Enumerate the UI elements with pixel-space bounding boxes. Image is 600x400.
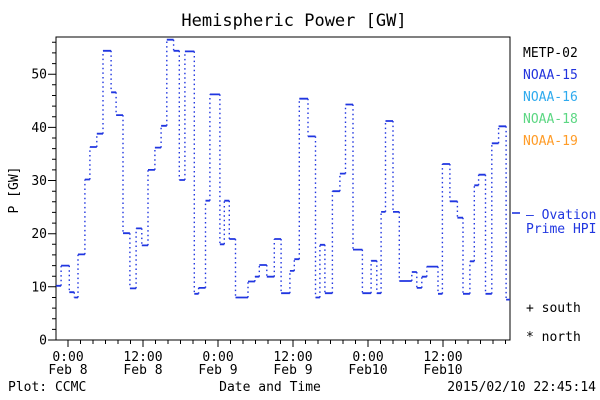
x-tick-date-label: Feb 8 bbox=[123, 363, 162, 378]
x-tick-time-label: 0:00 bbox=[352, 350, 383, 365]
hpi-step-line-vertical bbox=[60, 39, 507, 300]
chart-title: Hemispheric Power [GW] bbox=[181, 11, 406, 31]
y-tick-label: 0 bbox=[39, 334, 47, 349]
x-tick-time-label: 12:00 bbox=[123, 350, 162, 365]
hpi-step-line-horizontal bbox=[56, 38, 510, 301]
north-marker-key: * north bbox=[526, 330, 581, 345]
x-tick-date-label: Feb 8 bbox=[48, 363, 87, 378]
y-tick-label: 40 bbox=[31, 121, 47, 136]
legend-item-noaa-15: NOAA-15 bbox=[523, 68, 578, 83]
plot-timestamp: 2015/02/10 22:45:14 bbox=[447, 380, 596, 395]
x-tick-time-label: 12:00 bbox=[423, 350, 462, 365]
y-tick-label: 50 bbox=[31, 68, 47, 83]
y-axis-label: P [GW] bbox=[7, 167, 22, 214]
x-tick-date-label: Feb10 bbox=[423, 363, 462, 378]
legend-item-noaa-16: NOAA-16 bbox=[523, 90, 578, 105]
axis-ticks bbox=[48, 41, 506, 347]
x-tick-date-label: Feb10 bbox=[348, 363, 387, 378]
plot-credit: Plot: CCMC bbox=[8, 380, 86, 395]
legend-item-noaa-19: NOAA-19 bbox=[523, 134, 578, 149]
y-tick-label: 30 bbox=[31, 174, 47, 189]
tick-marks bbox=[48, 41, 506, 347]
ovation-legend-line2: Prime HPI bbox=[526, 222, 596, 237]
x-tick-time-label: 0:00 bbox=[52, 350, 83, 365]
x-tick-date-label: Feb 9 bbox=[198, 363, 237, 378]
hpi-step-series bbox=[56, 38, 510, 301]
x-tick-time-label: 12:00 bbox=[273, 350, 312, 365]
y-tick-label: 10 bbox=[31, 280, 47, 295]
x-axis-label: Date and Time bbox=[219, 380, 321, 395]
x-tick-time-label: 0:00 bbox=[202, 350, 233, 365]
y-tick-label: 20 bbox=[31, 227, 47, 242]
x-tick-date-label: Feb 9 bbox=[273, 363, 312, 378]
ovation-legend-line1: – Ovation bbox=[526, 208, 596, 223]
plot-area bbox=[55, 36, 511, 341]
south-marker-key: + south bbox=[526, 301, 581, 316]
legend-item-metp-02: METP-02 bbox=[523, 46, 578, 61]
legend-item-noaa-18: NOAA-18 bbox=[523, 112, 578, 127]
